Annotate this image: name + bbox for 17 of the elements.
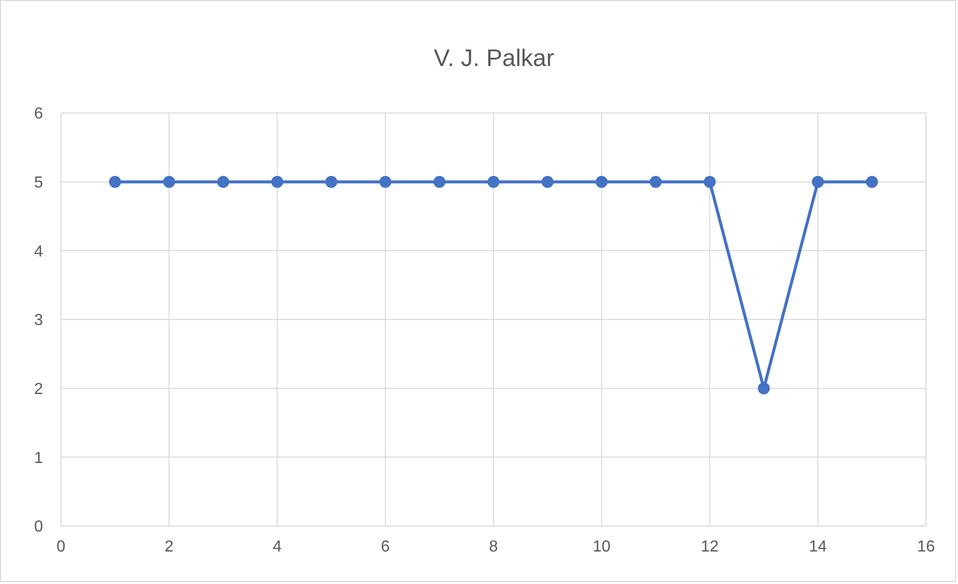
x-tick-label: 14 xyxy=(808,538,827,556)
y-tick-label: 4 xyxy=(34,243,44,260)
y-tick-label: 0 xyxy=(34,518,44,536)
x-tick-label: 4 xyxy=(272,538,282,556)
x-tick-label: 0 xyxy=(56,538,66,556)
y-tick-label: 2 xyxy=(34,381,44,398)
y-tick-label: 3 xyxy=(34,312,44,330)
y-tick-label: 1 xyxy=(34,450,44,467)
chart-title: V. J. Palkar xyxy=(432,45,556,73)
x-tick-label: 12 xyxy=(700,538,719,556)
x-tick-label: 2 xyxy=(164,538,174,556)
y-tick-label: 5 xyxy=(34,174,44,192)
x-tick-label: 8 xyxy=(489,538,498,556)
x-tick-label: 6 xyxy=(380,538,390,556)
x-tick-label: 10 xyxy=(592,538,611,556)
y-tick-label: 6 xyxy=(34,106,44,123)
x-tick-label: 16 xyxy=(917,538,935,556)
